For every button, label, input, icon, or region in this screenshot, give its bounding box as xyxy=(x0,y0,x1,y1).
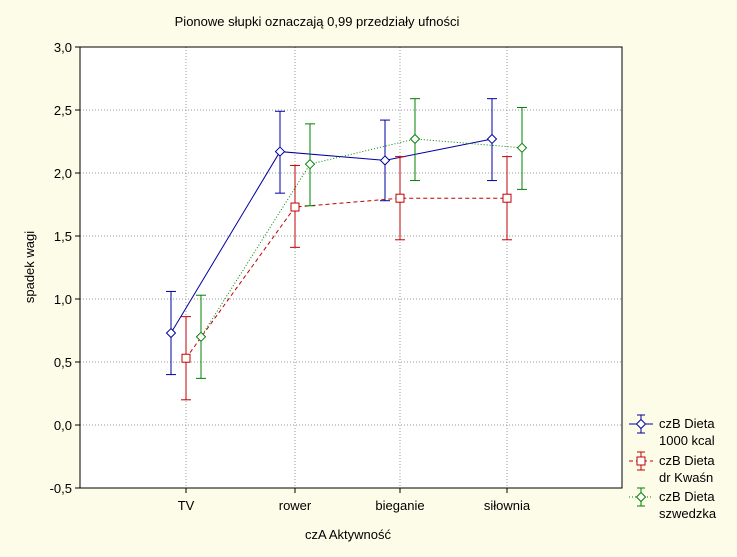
marker-diamond xyxy=(409,133,421,145)
series-line xyxy=(200,138,523,338)
series-3 xyxy=(195,98,528,379)
x-tick-label: rower xyxy=(279,498,312,513)
marker-square xyxy=(502,193,512,203)
marker-square xyxy=(395,193,405,203)
y-axis-label: spadek wagi xyxy=(22,231,37,303)
legend-item-3: czB Dieta szwedzka xyxy=(629,487,717,521)
series-line xyxy=(185,197,507,359)
legend-label: dr Kwaśn xyxy=(659,470,713,485)
series-2 xyxy=(181,156,512,401)
x-tick-label: TV xyxy=(178,498,195,513)
series-1 xyxy=(165,98,498,376)
series-group xyxy=(165,98,528,401)
x-tick-label: bieganie xyxy=(375,498,424,513)
x-axis: TV rower bieganie siłownia xyxy=(178,488,531,513)
y-tick-label: 0,0 xyxy=(54,418,72,433)
marker-diamond xyxy=(635,418,647,430)
y-tick-label: 1,0 xyxy=(54,292,72,307)
y-tick-label: -0,5 xyxy=(50,481,72,496)
x-axis-label: czA Aktywność xyxy=(305,527,391,542)
marker-diamond xyxy=(165,327,177,339)
marker-diamond xyxy=(635,491,647,503)
legend-label: czB Dieta xyxy=(659,416,715,431)
y-tick-label: 0,5 xyxy=(54,355,72,370)
y-tick-label: 2,5 xyxy=(54,103,72,118)
marker-diamond xyxy=(304,158,316,170)
marker-diamond xyxy=(516,142,528,154)
marker-diamond xyxy=(274,146,286,157)
marker-square xyxy=(290,202,300,212)
y-tick-label: 3,0 xyxy=(54,40,72,55)
legend-label: czB Dieta xyxy=(659,489,715,504)
legend-label: szwedzka xyxy=(659,506,717,521)
series-line xyxy=(170,138,493,334)
legend-label: czB Dieta xyxy=(659,453,715,468)
y-tick-label: 1,5 xyxy=(54,229,72,244)
y-axis: -0,5 0,0 0,5 1,0 1,5 2,0 2,5 3,0 xyxy=(50,40,80,496)
legend-item-1: czB Dieta 1000 kcal xyxy=(629,414,715,448)
marker-diamond xyxy=(379,155,391,166)
legend-item-2: czB Dieta dr Kwaśn xyxy=(629,451,715,485)
marker-square xyxy=(181,353,191,363)
chart-title: Pionowe słupki oznaczają 0,99 przedziały… xyxy=(175,14,460,29)
plot-border xyxy=(79,46,623,489)
plot-area xyxy=(79,46,623,489)
marker-square xyxy=(636,456,646,466)
grid xyxy=(80,47,622,488)
marker-diamond xyxy=(195,331,207,343)
x-tick-label: siłownia xyxy=(484,498,531,513)
marker-diamond xyxy=(486,133,498,145)
y-tick-label: 2,0 xyxy=(54,166,72,181)
legend-label: 1000 kcal xyxy=(659,433,715,448)
